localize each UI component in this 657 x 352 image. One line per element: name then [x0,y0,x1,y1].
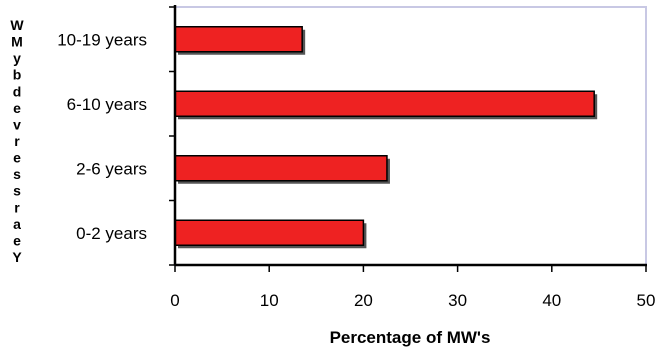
x-tick-label: 30 [448,291,467,310]
category-label: 6-10 years [67,95,147,114]
y-axis-title-char: Y [12,249,22,265]
x-tick-label: 50 [637,291,656,310]
bars-group [174,26,598,249]
y-axis-title-char: s [13,183,21,199]
axes-group [169,5,647,272]
y-axis-title-char: d [13,83,22,99]
x-tick-label: 40 [542,291,561,310]
x-tick-label: 10 [260,291,279,310]
category-label: 0-2 years [76,224,147,243]
x-tick-labels-group: 0 10 20 30 40 50 [170,291,655,310]
y-axis-title-char: b [13,67,22,83]
category-label: 10-19 years [57,30,147,49]
bar [174,155,388,182]
category-labels-group: 10-19 years 6-10 years 2-6 years 0-2 years [57,30,147,243]
category-label: 2-6 years [76,159,147,178]
x-axis-title: Percentage of MW's [330,328,491,347]
y-axis-title-char: r [14,199,20,215]
y-axis-title-char: a [13,216,21,232]
y-axis-title-char: M [11,34,23,50]
x-tick-label: 20 [354,291,373,310]
y-axis-title-char: W [10,17,24,33]
bar [174,90,595,117]
x-tick-label: 0 [170,291,179,310]
y-axis-title-char: y [13,50,21,66]
bar [174,219,365,246]
y-axis-title-char: s [13,166,21,182]
y-axis-title-char: e [13,232,21,248]
y-axis-title-char: v [13,116,21,132]
y-axis-title-char: e [13,100,21,116]
y-axis-title-char: e [13,150,21,166]
bar [174,26,303,53]
y-axis-title-char: r [14,133,20,149]
